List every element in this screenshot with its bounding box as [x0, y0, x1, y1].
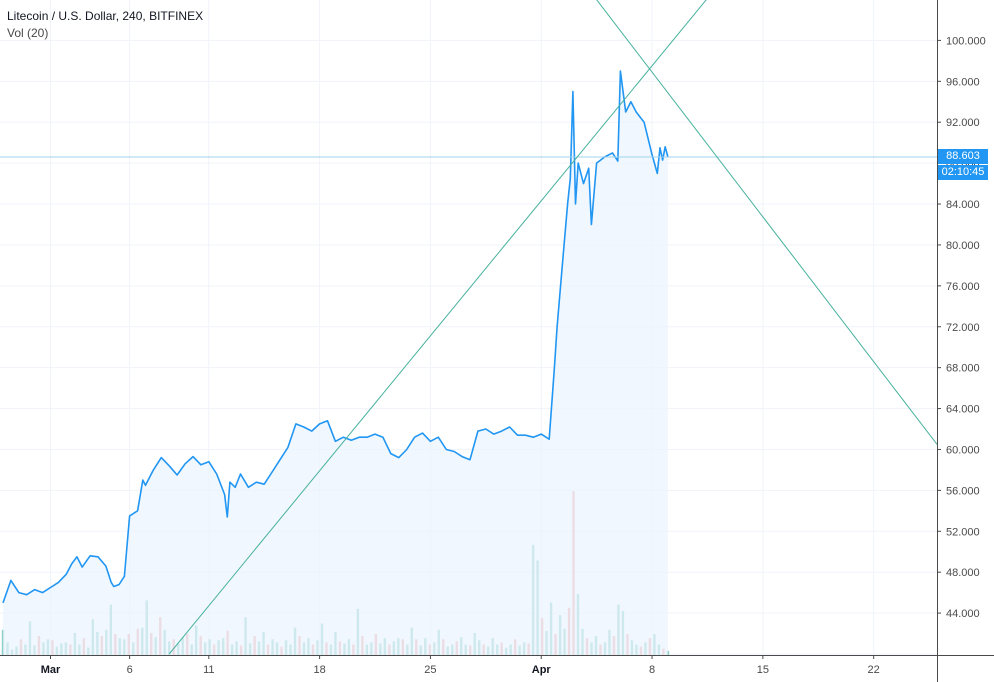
time-tick-label: 18 — [313, 664, 325, 676]
price-axis-ticks: 100.00096.00092.00088.00084.00080.00076.… — [937, 35, 986, 620]
time-tick-label: Mar — [41, 664, 61, 676]
price-series-line — [2, 70, 669, 604]
time-tick-label: 8 — [649, 664, 655, 676]
price-tick-label: 84.000 — [946, 199, 980, 211]
price-tick-label: 48.000 — [946, 567, 980, 579]
price-tick-label: 64.000 — [946, 404, 980, 416]
trend-line — [168, 0, 707, 655]
price-tick-label: 76.000 — [946, 281, 980, 293]
volume-study-label[interactable]: Vol (20) — [7, 26, 49, 40]
price-tick-label: 100.000 — [946, 35, 986, 47]
bar-countdown-tag: 02:10:45 — [938, 164, 988, 180]
price-area-fill — [3, 71, 668, 656]
time-tick-label: 25 — [424, 664, 436, 676]
symbol-title[interactable]: Litecoin / U.S. Dollar, 240, BITFINEX — [7, 9, 204, 23]
time-tick-label: 6 — [127, 664, 133, 676]
trend-line — [596, 0, 937, 445]
price-tick-label: 56.000 — [946, 485, 980, 497]
price-tick-label: 80.000 — [946, 240, 980, 252]
current-price-tag: 88.603 — [938, 149, 988, 165]
price-tick-label: 68.000 — [946, 363, 980, 375]
price-tick-label: 60.000 — [946, 444, 980, 456]
price-tick-label: 44.000 — [946, 608, 980, 620]
trend-lines[interactable] — [168, 0, 937, 655]
price-axis[interactable] — [937, 0, 994, 682]
time-axis[interactable] — [0, 655, 994, 682]
price-tick-label: 92.000 — [946, 117, 980, 129]
chart-legend[interactable]: Litecoin / U.S. Dollar, 240, BITFINEX Vo… — [7, 8, 203, 42]
price-tick-label: 72.000 — [946, 322, 980, 334]
time-axis-ticks: Mar 6 11 18 25 Apr 8 15 22 — [41, 655, 880, 676]
time-tick-label: 11 — [203, 664, 214, 676]
time-tick-label: Apr — [532, 664, 552, 676]
time-tick-label: 15 — [757, 664, 769, 676]
price-tick-label: 52.000 — [946, 526, 980, 538]
time-tick-label: 22 — [868, 664, 880, 676]
price-tick-label: 96.000 — [946, 76, 980, 88]
